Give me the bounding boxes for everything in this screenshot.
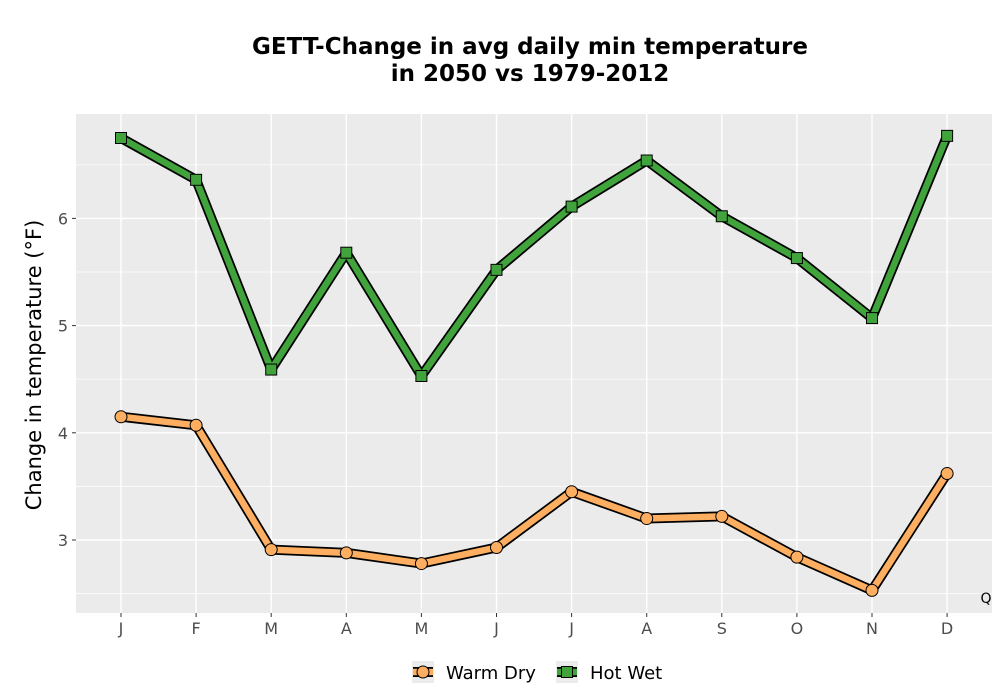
x-tick-label: J [118,619,124,638]
legend-label: Warm Dry [446,663,536,684]
data-point [865,583,879,597]
x-tick-label: A [641,619,652,638]
legend-label: Hot Wet [590,663,662,684]
data-point [114,410,128,424]
x-tick-label: M [414,619,428,638]
y-axis: 3 4 5 6 [58,209,76,550]
y-tick-label: 3 [58,531,68,550]
data-point [640,154,653,167]
grid-lines [76,114,992,613]
data-point [264,543,278,557]
legend-item-warm-dry: Warm Dry [412,661,536,684]
series-layer [114,129,954,597]
x-tick-label: F [191,619,200,638]
data-point [339,546,353,560]
x-tick-label: N [866,619,878,638]
y-tick-label: 4 [58,424,68,443]
data-point [490,263,503,276]
chart-title-line-1: GETT-Change in avg daily min temperature [252,34,808,60]
legend: Warm Dry Hot Wet [412,661,662,684]
series-warm-dry [114,410,954,597]
x-tick-label: A [341,619,352,638]
data-point [715,509,729,523]
data-point [640,512,654,526]
chart-title-line-2: in 2050 vs 1979-2012 [391,61,670,87]
data-point [790,550,804,564]
y-tick-label: 5 [58,317,68,336]
data-point [941,129,954,142]
data-point [265,363,278,376]
data-point [414,557,428,571]
data-point [715,210,728,223]
plot-panel [76,114,992,613]
data-point [115,132,127,144]
x-tick-label: J [493,619,499,638]
x-tick-label: D [941,619,953,638]
legend-item-hot-wet: Hot Wet [556,661,662,684]
series-hot-wet [115,129,954,382]
data-point [189,418,203,432]
legend-key-marker [416,665,430,679]
series-line-warm-dry [117,413,951,594]
data-point [565,485,579,499]
series-line-hot-wet [117,132,951,380]
x-tick-label: J [568,619,574,638]
data-point [190,173,203,186]
legend-key-marker [561,666,573,678]
x-tick-label: M [264,619,278,638]
data-point [415,369,428,382]
data-point [565,200,578,213]
corner-label: Q [980,591,991,607]
data-point [940,467,954,481]
y-tick-label: 6 [58,209,68,228]
chart-title: GETT-Change in avg daily min temperature… [252,34,808,87]
data-point [340,246,353,259]
data-point [866,312,878,325]
data-point [790,252,803,265]
y-axis-label: Change in temperature (°F) [22,220,46,511]
data-point [490,541,503,555]
x-tick-label: O [791,619,804,638]
x-tick-label: S [717,619,727,638]
